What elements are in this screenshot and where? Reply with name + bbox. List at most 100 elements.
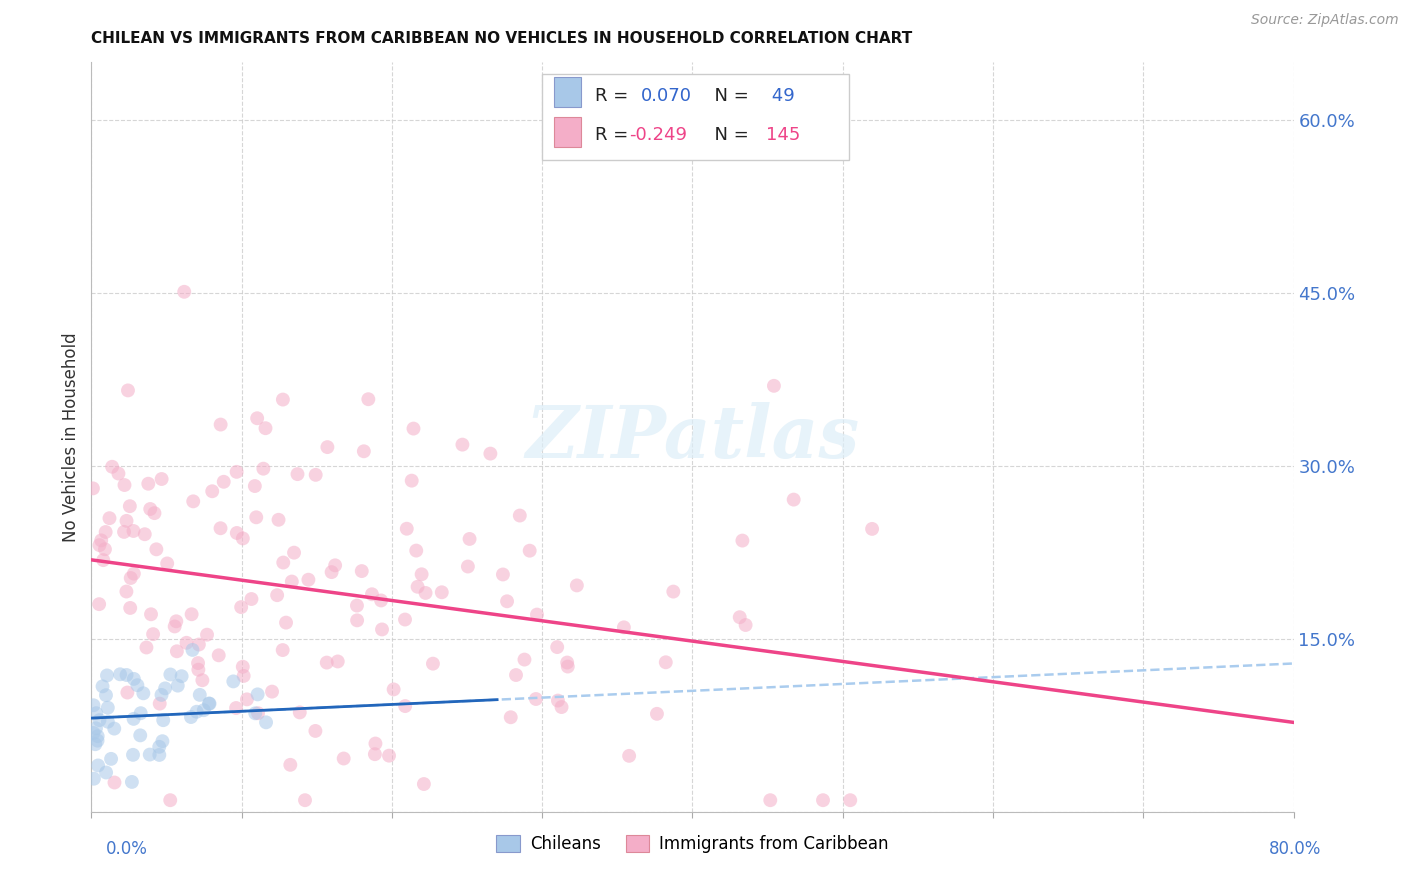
Point [208, 648, 231, 663]
Point [357, 392, 380, 407]
Point [245, 706, 267, 721]
Point [555, 656, 578, 670]
Point [283, 546, 305, 560]
Point [83, 772, 105, 786]
Point [152, 713, 174, 727]
Point [645, 706, 668, 721]
Point [505, 668, 527, 682]
Point [402, 421, 425, 435]
Legend: Chileans, Immigrants from Caribbean: Chileans, Immigrants from Caribbean [489, 828, 896, 860]
Point [346, 599, 368, 613]
Point [166, 679, 188, 693]
Point [232, 659, 254, 673]
Point [245, 510, 267, 524]
Point [519, 543, 541, 558]
Point [139, 747, 162, 762]
Point [305, 467, 328, 482]
Point [94, 765, 117, 780]
Point [457, 559, 479, 574]
Point [405, 543, 427, 558]
Point [247, 706, 270, 721]
FancyBboxPatch shape [554, 117, 581, 147]
Point [165, 615, 187, 629]
Point [232, 669, 254, 683]
Point [394, 699, 416, 714]
Text: N =: N = [703, 126, 755, 145]
Point [84, 721, 107, 735]
Point [122, 672, 145, 686]
Point [86, 729, 108, 743]
Point [278, 757, 301, 772]
Point [159, 667, 181, 681]
Point [103, 775, 125, 789]
Point [782, 492, 804, 507]
Point [254, 421, 277, 435]
Point [231, 600, 253, 615]
Text: R =: R = [595, 87, 634, 105]
Point [115, 668, 138, 682]
Point [513, 652, 536, 666]
Point [321, 565, 343, 579]
Point [135, 640, 157, 655]
Point [281, 574, 304, 589]
Point [127, 678, 149, 692]
Point [108, 667, 131, 681]
Point [166, 644, 188, 658]
Point [122, 712, 145, 726]
Point [382, 682, 405, 697]
Point [121, 775, 143, 789]
Point [118, 499, 141, 513]
Point [107, 467, 129, 481]
Point [198, 697, 221, 711]
Point [350, 564, 373, 578]
Point [82, 698, 104, 713]
Point [100, 752, 122, 766]
Point [94, 688, 117, 702]
Point [114, 478, 136, 492]
Point [401, 474, 423, 488]
Point [287, 467, 309, 482]
Point [353, 444, 375, 458]
FancyBboxPatch shape [554, 78, 581, 107]
Point [134, 527, 156, 541]
Point [271, 392, 294, 407]
Point [170, 669, 193, 683]
Point [271, 643, 294, 657]
Point [97, 714, 120, 729]
Point [412, 777, 434, 791]
Point [496, 594, 519, 608]
Point [89, 713, 111, 727]
Point [759, 793, 782, 807]
Point [142, 627, 165, 641]
Point [550, 700, 572, 714]
Point [187, 656, 209, 670]
Point [762, 379, 785, 393]
Point [422, 657, 444, 671]
Point [129, 728, 152, 742]
Point [430, 585, 453, 599]
Point [406, 580, 429, 594]
Point [139, 502, 162, 516]
Point [839, 793, 862, 807]
Point [613, 620, 636, 634]
Point [617, 748, 640, 763]
Point [734, 618, 756, 632]
Point [254, 715, 277, 730]
Text: R =: R = [595, 126, 634, 145]
Point [153, 681, 176, 696]
Point [394, 613, 416, 627]
Point [326, 655, 349, 669]
Point [98, 511, 121, 525]
Point [222, 674, 245, 689]
Point [187, 663, 209, 677]
Point [557, 659, 579, 673]
Point [145, 542, 167, 557]
Point [297, 573, 319, 587]
Point [212, 475, 235, 489]
Point [180, 607, 202, 622]
Point [411, 567, 433, 582]
Point [364, 747, 387, 761]
Point [243, 479, 266, 493]
Point [89, 538, 111, 552]
Point [332, 751, 354, 765]
